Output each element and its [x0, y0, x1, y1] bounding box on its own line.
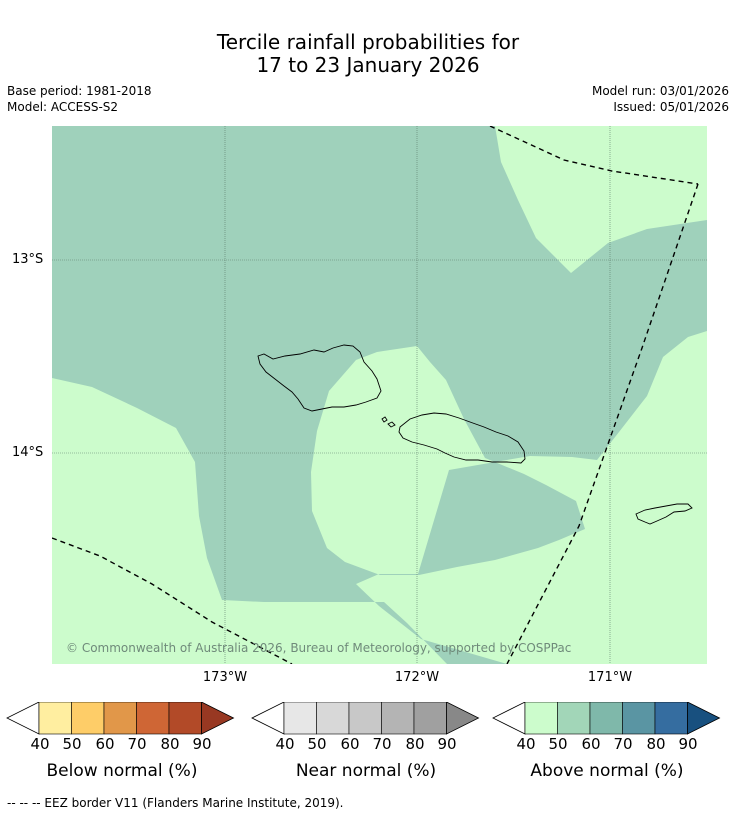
- colorbar-swatch: [381, 702, 415, 735]
- colorbar-swatch: [654, 702, 688, 735]
- near-tick: 80: [405, 735, 425, 753]
- colorbar-swatch: [348, 702, 382, 735]
- near-tick: 70: [372, 735, 392, 753]
- map-title: Tercile rainfall probabilities for 17 to…: [0, 31, 736, 77]
- eez-borders: [52, 126, 699, 664]
- below-tick: 70: [127, 735, 147, 753]
- island-savaii: [257, 344, 382, 412]
- colorbar-swatch: [524, 702, 558, 735]
- above-normal-title: Above normal (%): [530, 761, 684, 781]
- colorbar-swatch: [557, 702, 591, 735]
- island-tutuila: [635, 503, 693, 525]
- below-tick: 50: [62, 735, 82, 753]
- colorbar-right-arrow: [446, 702, 480, 735]
- colorbar-swatch: [71, 702, 105, 735]
- lon-label-173w: 173°W: [202, 670, 248, 685]
- colorbar-swatch: [38, 702, 72, 735]
- lat-label-14s: 14°S: [12, 445, 44, 460]
- colorbar-left-arrow: [492, 702, 526, 735]
- below-normal-colorbar: [6, 702, 235, 735]
- near-normal-colorbar: [251, 702, 480, 735]
- main-probability-region: [52, 126, 707, 664]
- title-line-1: Tercile rainfall probabilities for: [216, 30, 520, 54]
- lon-label-171w: 171°W: [587, 670, 633, 685]
- near-tick: 40: [275, 735, 295, 753]
- colorbar-swatch: [413, 702, 447, 735]
- colorbar-swatch: [168, 702, 202, 735]
- near-tick: 90: [437, 735, 457, 753]
- colorbar-left-arrow: [251, 702, 285, 735]
- colorbar-swatch: [316, 702, 350, 735]
- above-tick: 40: [516, 735, 536, 753]
- near-normal-title: Near normal (%): [295, 761, 437, 781]
- below-tick: 90: [192, 735, 212, 753]
- grid-lines: [52, 126, 707, 664]
- map-panel: [52, 126, 707, 664]
- copyright-text: © Commonwealth of Australia 2026, Bureau…: [66, 641, 572, 655]
- above-tick: 60: [581, 735, 601, 753]
- coastlines: [257, 344, 693, 525]
- above-tick: 90: [678, 735, 698, 753]
- colorbar-left-arrow: [6, 702, 40, 735]
- colorbar-swatch: [136, 702, 170, 735]
- colorbar-right-arrow: [687, 702, 721, 735]
- island-upolu: [398, 412, 526, 464]
- meta-left: Base period: 1981-2018 Model: ACCESS-S2: [7, 83, 152, 115]
- above-tick: 70: [613, 735, 633, 753]
- below-tick: 40: [30, 735, 50, 753]
- eez-border-southwest: [52, 537, 293, 664]
- meta-right: Model run: 03/01/2026 Issued: 05/01/2026: [592, 83, 729, 115]
- eez-border-top: [489, 126, 699, 185]
- islet-apolima: [387, 421, 396, 428]
- map-svg: [52, 126, 707, 664]
- eez-footnote: -- -- -- EEZ border V11 (Flanders Marine…: [7, 796, 344, 810]
- colorbar-swatch: [103, 702, 137, 735]
- below-tick: 60: [95, 735, 115, 753]
- colorbar-swatch: [622, 702, 656, 735]
- lat-label-13s: 13°S: [12, 252, 44, 267]
- colorbar-swatch: [283, 702, 317, 735]
- below-normal-title: Below normal (%): [46, 761, 198, 781]
- model-run: Model run: 03/01/2026: [591, 84, 729, 98]
- islet-manono: [381, 416, 388, 423]
- model-name: Model: ACCESS-S2: [7, 100, 119, 114]
- lon-label-172w: 172°W: [394, 670, 440, 685]
- colorbar-swatch: [589, 702, 623, 735]
- colorbar-right-arrow: [201, 702, 235, 735]
- base-period: Base period: 1981-2018: [7, 84, 152, 98]
- above-normal-colorbar: [492, 702, 721, 735]
- above-tick: 50: [548, 735, 568, 753]
- near-tick: 50: [307, 735, 327, 753]
- below-tick: 80: [160, 735, 180, 753]
- title-line-2: 17 to 23 January 2026: [256, 53, 480, 77]
- above-tick: 80: [646, 735, 666, 753]
- issued-date: Issued: 05/01/2026: [613, 100, 729, 114]
- near-tick: 60: [340, 735, 360, 753]
